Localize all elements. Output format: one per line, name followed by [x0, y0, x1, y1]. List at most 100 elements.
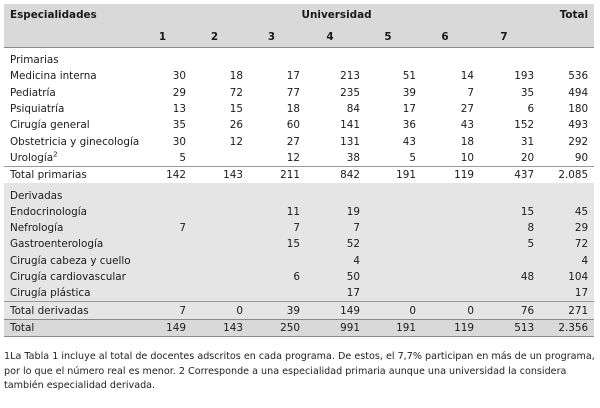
table-cell: 149 [300, 301, 360, 320]
table-cell: 77 [286, 86, 300, 99]
table-cell: 0 [186, 301, 243, 320]
table-cell: 12 [286, 151, 300, 164]
specialty-label: Cirugía cardiovascular [10, 271, 126, 283]
table-row: Pediatría 29 72 77 235 39 7 35 494 [4, 85, 594, 101]
header-blank [534, 26, 595, 48]
footnote-marker: 2 [53, 150, 58, 159]
table-cell: 52 [300, 236, 360, 253]
specialty-label: Endocrinología [10, 205, 88, 218]
table-cell: 7 [300, 219, 360, 237]
specialty-name: Pediatría [4, 85, 139, 101]
header-university-number: 7 [474, 26, 535, 48]
table-row: Cirugía cardiovascular 6 50 48 104 [4, 268, 595, 286]
table-cell: 17 [286, 70, 300, 83]
row-total: 29 [534, 219, 595, 237]
row-total: 45 [534, 203, 595, 220]
table-cell: 143 [186, 318, 243, 337]
footnote-text-2: Corresponde a una especialidad primaria … [4, 365, 567, 392]
specialty-name: Cirugía general [4, 117, 139, 133]
table-cell: 39 [243, 301, 300, 320]
specialty-label: Medicina interna [10, 70, 97, 83]
table-cell: 30 [172, 70, 186, 83]
row-total: 494 [568, 86, 589, 99]
table-cell: 29 [172, 86, 186, 99]
header-university-number: 6 [416, 26, 474, 48]
specialty-label: Psiquiatría [10, 103, 65, 116]
row-total: 90 [574, 151, 589, 164]
table-cell: 7 [467, 86, 474, 99]
table-cell [186, 285, 243, 302]
table-cell [360, 268, 416, 286]
specialty-label: Nefrología [10, 222, 64, 235]
table-cell: 7 [243, 219, 300, 237]
row-total: 2.356 [534, 318, 595, 337]
table-cell: 437 [474, 166, 535, 184]
table-row: Endocrinología 11 19 15 45 [4, 203, 595, 220]
table-footnote: 1La Tabla 1 incluye al total de docentes… [4, 350, 596, 394]
grand-total-row: Total 149 143 250 991 191 119 513 2.356 [4, 318, 595, 337]
specialty-label: Total derivadas [10, 304, 89, 317]
specialty-name: Total [4, 318, 139, 337]
footnote-marker-1: 1 [4, 351, 11, 362]
header-total: Total [534, 4, 595, 26]
table-cell [360, 203, 416, 220]
specialty-label: Cirugía cabeza y cuello [10, 254, 131, 267]
specialty-label: Urología [10, 151, 54, 164]
header-universidad: Universidad [139, 4, 535, 26]
header-university-number: 3 [243, 26, 300, 48]
specialty-name: Gastroenterología [4, 236, 139, 253]
header-university-number: 1 [139, 26, 186, 48]
table-cell: 60 [286, 119, 300, 132]
table-cell [416, 203, 474, 220]
table-cell: 149 [139, 318, 186, 337]
table-cell: 27 [286, 135, 300, 148]
table-cell [416, 268, 474, 286]
table-cell [186, 219, 243, 237]
table-cell: 142 [139, 166, 186, 184]
row-total: 2.085 [534, 166, 595, 184]
table-cell: 7 [139, 219, 186, 237]
table-cell: 12 [229, 135, 243, 148]
table-row: Urología2 5 12 38 5 10 20 90 [4, 150, 594, 167]
table-cell: 213 [340, 70, 360, 83]
specialty-name: Obstetricia y ginecología [4, 133, 139, 149]
table-cell [139, 236, 186, 253]
table-cell: 19 [300, 203, 360, 220]
table-cell [360, 219, 416, 237]
table-row: Medicina interna 30 18 17 213 51 14 193 536 [4, 68, 594, 84]
table-cell [139, 203, 186, 220]
specialty-name: Endocrinología [4, 203, 139, 220]
header-university-number: 4 [300, 26, 360, 48]
table-row: Gastroenterología 15 52 5 72 [4, 236, 595, 253]
table-cell: 76 [474, 301, 535, 320]
table-cell: 991 [300, 318, 360, 337]
table-cell: 250 [243, 318, 300, 337]
table-cell: 15 [474, 203, 535, 220]
table-cell: 51 [402, 70, 416, 83]
row-total: 72 [534, 236, 595, 253]
header-university-number: 5 [360, 26, 416, 48]
table-cell: 72 [229, 86, 243, 99]
specialty-label: Pediatría [10, 86, 56, 99]
table-row: Cirugía plástica 17 17 [4, 285, 595, 302]
table-cell [243, 252, 300, 269]
table-cell: 36 [402, 119, 416, 132]
table-cell: 513 [474, 318, 535, 337]
specialty-name: Cirugía cardiovascular [4, 268, 139, 286]
table-cell: 131 [340, 135, 360, 148]
table-cell: 26 [229, 119, 243, 132]
table-cell [139, 285, 186, 302]
table-cell: 18 [286, 103, 300, 116]
table-cell: 5 [474, 236, 535, 253]
table-cell: 8 [474, 219, 535, 237]
table-cell: 17 [300, 285, 360, 302]
table-cell [139, 268, 186, 286]
specialty-name: Urología2 [4, 150, 139, 167]
row-total: 180 [568, 103, 589, 116]
table-cell: 5 [179, 151, 186, 164]
table-cell: 39 [402, 86, 416, 99]
row-total: 4 [534, 252, 595, 269]
table-cell: 17 [402, 103, 416, 116]
table-cell [139, 252, 186, 269]
